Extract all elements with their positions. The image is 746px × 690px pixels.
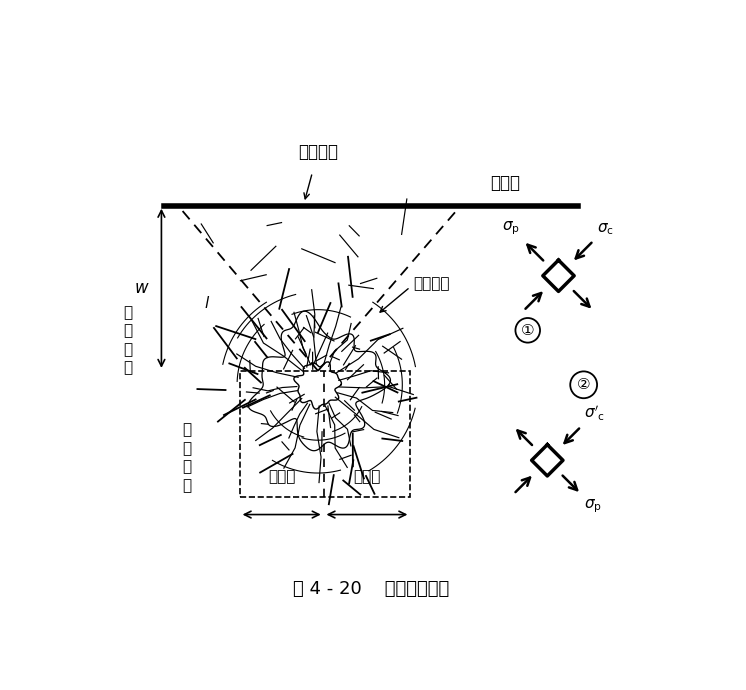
Text: 拉断裂缝: 拉断裂缝 — [413, 277, 450, 292]
Text: 爆破漏斗: 爆破漏斗 — [298, 143, 338, 161]
Bar — [239, 371, 410, 497]
Text: ①: ① — [521, 323, 535, 338]
Text: 粉碎区: 粉碎区 — [268, 470, 295, 484]
Text: $\sigma_\mathrm{p}$: $\sigma_\mathrm{p}$ — [584, 497, 602, 515]
Text: w: w — [135, 279, 148, 297]
Text: $\sigma_\mathrm{p}$: $\sigma_\mathrm{p}$ — [502, 220, 520, 237]
Text: $\sigma'_\mathrm{c}$: $\sigma'_\mathrm{c}$ — [584, 404, 606, 423]
Text: 环
向
裂
缝: 环 向 裂 缝 — [182, 422, 191, 493]
Text: $\sigma_\mathrm{c}$: $\sigma_\mathrm{c}$ — [597, 221, 614, 237]
Text: 图 4 - 20    爆炸碎岩机理: 图 4 - 20 爆炸碎岩机理 — [293, 580, 449, 598]
Text: 自由面: 自由面 — [490, 174, 521, 192]
Text: ②: ② — [577, 377, 591, 393]
Text: 径
向
裂
缝: 径 向 裂 缝 — [123, 305, 133, 375]
Text: 破碎区: 破碎区 — [354, 470, 380, 484]
Text: l: l — [204, 296, 208, 311]
